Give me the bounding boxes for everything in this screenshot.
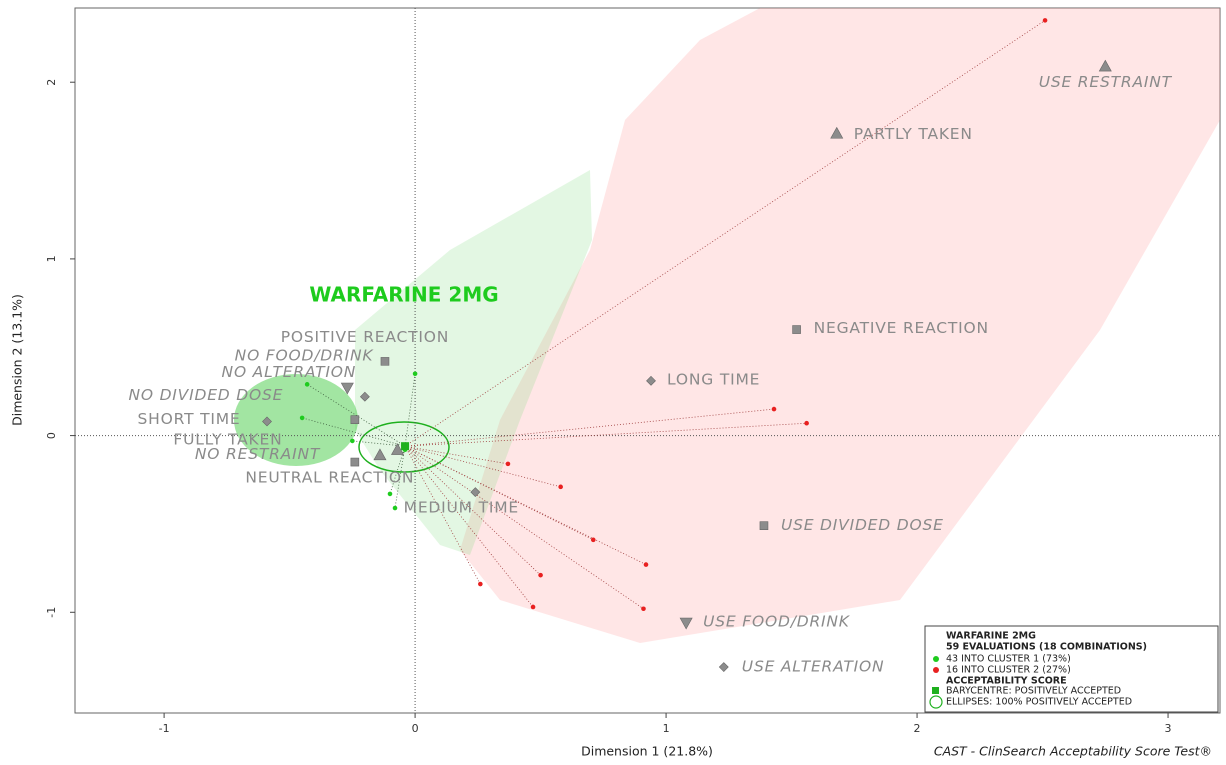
modality-label: NO ALTERATION [222,363,357,381]
modality-marker [1098,59,1112,72]
modality-label: USE FOOD/DRINK [703,612,851,630]
y-tick-label: -1 [45,607,58,618]
legend-title: WARFARINE 2MG [946,631,1036,642]
cluster-point [590,537,596,543]
barycentre-ellipse [358,421,450,473]
legend-label: BARYCENTRE: POSITIVELY ACCEPTED [946,686,1121,697]
legend: WARFARINE 2MG 59 EVALUATIONS (18 COMBINA… [924,625,1219,713]
cluster-point [304,382,310,387]
legend-marker [932,687,939,694]
modality-marker [792,325,801,334]
legend-label: 16 INTO CLUSTER 2 (27%) [946,665,1071,676]
modality-label: NO RESTRAINT [195,445,321,463]
modality-marker [350,415,360,424]
modality-label: FULLY TAKEN [173,431,282,449]
modality-marker [262,416,272,427]
y-tick-label: 2 [45,79,58,86]
x-tick-label: 0 [412,722,419,735]
legend-box [924,625,1219,713]
y-tick-label: 1 [45,255,58,262]
cluster-point [478,581,483,587]
cluster-point [299,415,305,421]
link [404,445,509,465]
link [404,446,481,585]
modality-marker [350,457,360,467]
link [404,445,644,610]
cluster-point [350,438,355,444]
modality-marker [718,662,729,672]
legend-marker [933,656,939,662]
modality-marker [373,448,387,461]
cluster-point [771,406,777,412]
footer: CAST - ClinSearch Acceptability Score Te… [934,744,1212,759]
modality-label: NO DIVIDED DOSE [128,386,283,404]
modality-label: SHORT TIME [138,410,241,428]
cluster-point [558,484,563,490]
cluster-point [530,604,536,610]
modality-marker [830,126,844,139]
y-axis-label: Dimension 2 (13.1%) [10,294,25,426]
cluster-point [804,420,809,426]
cluster-point [412,371,418,377]
cluster-ellipse [234,374,358,466]
chart-title: WARFARINE 2MG [309,283,498,307]
legend-subtitle: 59 EVALUATIONS (18 COMBINATIONS) [946,642,1147,653]
cluster-2-hull [460,8,1220,643]
link [405,422,807,447]
modality-label: USE DIVIDED DOSE [781,516,944,534]
x-tick-label: 2 [914,722,921,735]
modality-label: USE ALTERATION [742,658,885,676]
legend-label: 43 INTO CLUSTER 1 (73%) [946,654,1071,665]
cluster-point [643,562,649,567]
legend-section: ACCEPTABILITY SCORE [946,676,1067,687]
plot-layer: -1 0 1 2 3 -1 0 1 2 USE RESTRAINT PARTLY TAKEN NEGA… [45,8,1220,735]
y-tick-label: 0 [45,432,58,439]
cluster-point [387,491,393,497]
barycentre [401,442,410,451]
modality-label: NEUTRAL REACTION [245,469,414,487]
modality-label: PARTLY TAKEN [854,125,973,143]
modality-marker [391,443,405,455]
link [404,445,534,608]
modality-label: USE RESTRAINT [1039,73,1173,91]
modality-label: NEGATIVE REACTION [814,319,989,337]
x-axis-label: Dimension 1 (21.8%) [581,744,713,759]
cluster-point [392,505,398,511]
legend-marker [933,667,939,673]
modality-marker [646,375,656,386]
legend-ellipse-icon [929,695,943,709]
legend-ellipse-label: ELLIPSES: 100% POSITIVELY ACCEPTED [946,697,1132,708]
modality-label: POSITIVE REACTION [281,328,449,346]
modality-label: LONG TIME [667,370,760,388]
cluster-point [505,461,511,467]
cluster-point [641,606,646,612]
link [405,408,775,447]
cluster-point [538,572,543,578]
link [404,445,594,541]
link [404,20,1046,447]
x-tick-label: 3 [1165,722,1172,735]
modality-marker [679,617,693,630]
modality-marker [759,521,769,531]
cluster-1-hull [355,170,592,555]
modality-label: MEDIUM TIME [404,499,519,517]
link [404,373,416,447]
modality-label: NO FOOD/DRINK [235,346,375,364]
modality-marker [380,357,390,366]
link [306,384,406,447]
plot-frame [74,7,1221,714]
x-tick-label: -1 [159,722,170,735]
modality-marker [340,382,354,395]
modality-marker [470,487,481,498]
x-tick-label: 1 [663,722,670,735]
link [404,445,541,576]
cluster-point [1042,18,1048,23]
modality-marker [359,391,370,402]
